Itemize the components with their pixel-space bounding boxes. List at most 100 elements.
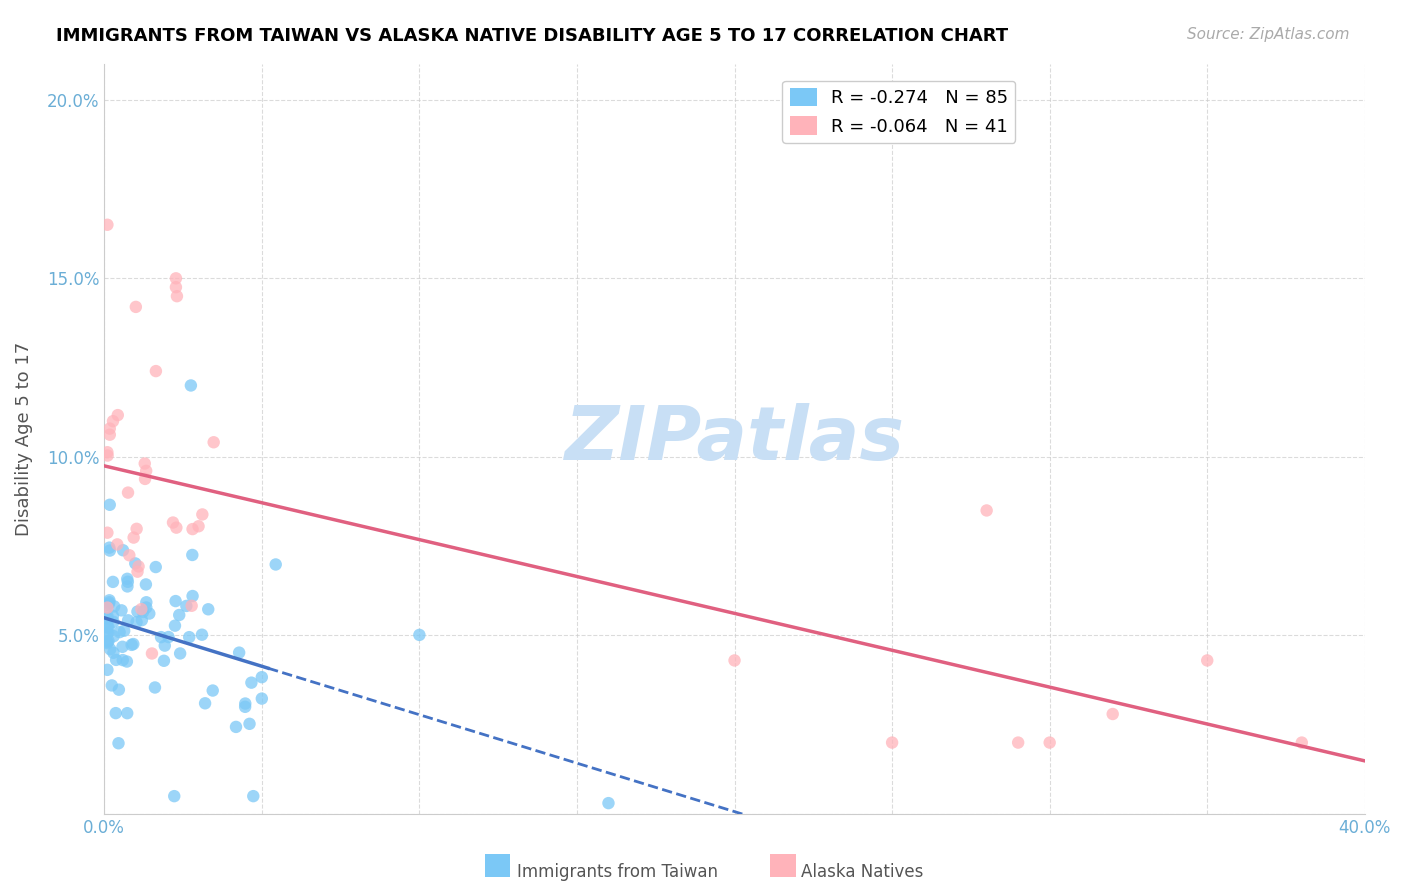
Point	[150, 630, 173, 644]
Point	[1197, 653, 1219, 667]
Text: IMMIGRANTS FROM TAIWAN VS ALASKA NATIVE DISABILITY AGE 5 TO 17 CORRELATION CHART: IMMIGRANTS FROM TAIWAN VS ALASKA NATIVE …	[56, 27, 1008, 45]
Point	[181, 548, 204, 562]
Point	[233, 699, 256, 714]
Point	[163, 618, 186, 632]
Point	[125, 300, 148, 314]
Point	[103, 646, 125, 660]
Point	[115, 706, 138, 721]
Point	[165, 594, 187, 608]
Point	[181, 522, 204, 536]
Point	[187, 519, 209, 533]
Point	[107, 408, 129, 422]
Point	[98, 595, 121, 609]
Point	[180, 378, 202, 392]
Point	[112, 624, 135, 638]
Point	[121, 638, 143, 652]
Point	[101, 574, 124, 589]
Point	[111, 640, 134, 654]
Point	[125, 615, 148, 629]
Point	[250, 670, 273, 684]
Point	[233, 697, 256, 711]
Point	[96, 663, 118, 677]
Point	[105, 537, 128, 551]
Point	[132, 605, 155, 619]
Point	[97, 597, 120, 611]
Point	[101, 678, 124, 692]
Point	[98, 427, 121, 442]
Point	[115, 655, 138, 669]
Point	[103, 599, 125, 614]
Point	[228, 646, 250, 660]
Point	[138, 607, 160, 621]
Point	[117, 613, 139, 627]
Point	[165, 521, 187, 535]
Point	[157, 630, 180, 644]
Point	[125, 522, 148, 536]
Point	[176, 599, 198, 613]
Point	[111, 653, 134, 667]
Point	[167, 607, 190, 622]
Point	[97, 620, 120, 634]
Point	[108, 625, 131, 640]
Point	[96, 218, 118, 232]
Point	[165, 271, 187, 285]
Point	[111, 543, 134, 558]
Point	[97, 634, 120, 648]
Point	[96, 611, 118, 625]
Point	[180, 599, 202, 613]
Point	[145, 364, 167, 378]
Point	[181, 589, 204, 603]
Point	[165, 280, 187, 294]
Point	[194, 696, 217, 710]
Point	[118, 548, 141, 562]
Point	[1291, 735, 1313, 749]
Point	[201, 683, 224, 698]
Point	[238, 716, 260, 731]
Point	[96, 636, 118, 650]
Point	[723, 653, 745, 667]
Point	[225, 720, 247, 734]
Point	[191, 508, 214, 522]
Point	[134, 457, 156, 471]
Point	[96, 445, 118, 459]
Point	[96, 634, 118, 648]
Point	[153, 654, 176, 668]
Point	[98, 421, 121, 435]
Point	[105, 653, 128, 667]
Point	[202, 435, 225, 450]
Point	[122, 637, 145, 651]
Point	[131, 602, 153, 616]
Point	[598, 796, 620, 810]
Point	[976, 503, 998, 517]
Point	[127, 605, 149, 619]
Point	[96, 608, 118, 623]
Point	[107, 736, 129, 750]
Text: Alaska Natives: Alaska Natives	[801, 863, 924, 881]
Point	[197, 602, 219, 616]
Point	[134, 472, 156, 486]
Point	[191, 628, 214, 642]
Point	[117, 574, 139, 589]
Point	[131, 613, 153, 627]
Point	[145, 560, 167, 574]
Point	[242, 789, 264, 804]
Point	[141, 647, 163, 661]
Point	[179, 630, 201, 644]
Point	[101, 608, 124, 623]
Point	[166, 289, 188, 303]
Point	[240, 675, 263, 690]
Text: ZIPatlas: ZIPatlas	[565, 402, 904, 475]
Point	[264, 558, 287, 572]
Text: Source: ZipAtlas.com: Source: ZipAtlas.com	[1187, 27, 1350, 42]
Point	[98, 541, 121, 555]
Point	[128, 559, 150, 574]
Point	[96, 525, 118, 540]
Point	[97, 625, 120, 640]
Point	[135, 600, 157, 615]
Point	[135, 595, 157, 609]
Point	[117, 485, 139, 500]
Point	[98, 498, 121, 512]
Point	[408, 628, 430, 642]
Legend: R = -0.274   N = 85, R = -0.064   N = 41: R = -0.274 N = 85, R = -0.064 N = 41	[782, 80, 1015, 143]
Point	[101, 414, 124, 428]
